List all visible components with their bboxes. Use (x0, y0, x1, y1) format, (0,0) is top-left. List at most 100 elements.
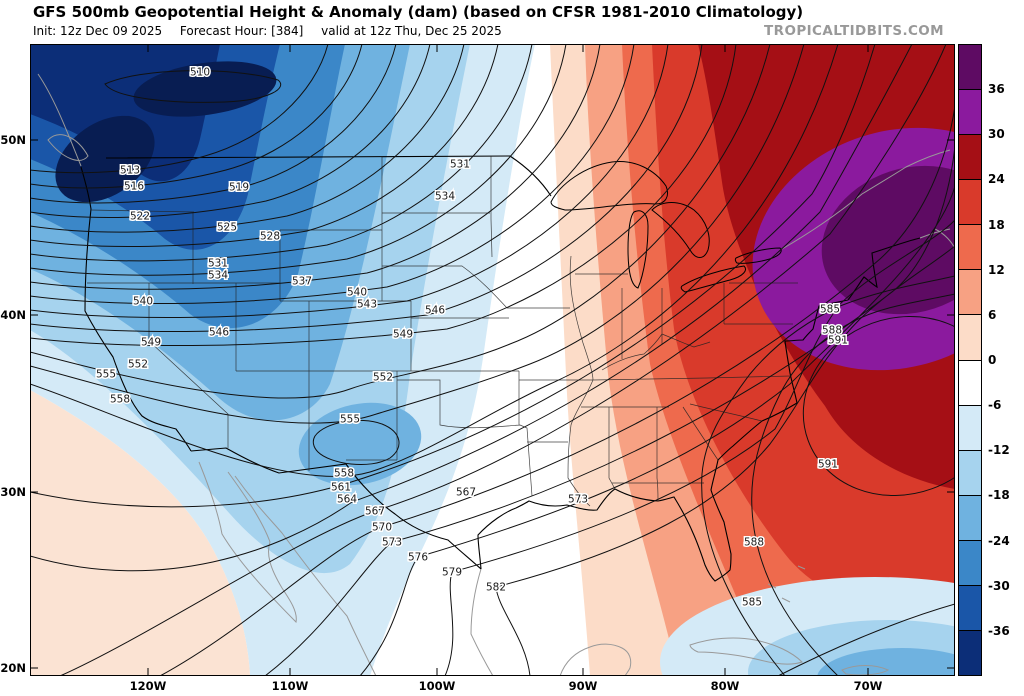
contour-label: 540 (347, 287, 367, 299)
gulf-east-coast (477, 237, 921, 582)
mexico-west-coast (234, 475, 377, 676)
contour-label: 555 (96, 369, 116, 381)
lake-huron (651, 202, 710, 258)
colorbar-segment (959, 539, 981, 585)
contour-label: 537 (292, 276, 312, 288)
colorbar-tick-label: -24 (988, 533, 1010, 548)
contours-southeast (30, 44, 955, 676)
great-lakes (550, 161, 782, 293)
colorbar-segment (959, 449, 981, 495)
contour-label: 522 (130, 211, 150, 223)
colorbar-tick-label: -30 (988, 578, 1010, 593)
colorbar-tick-label: -6 (988, 398, 1002, 413)
axis-ticks (30, 44, 955, 676)
west-coast (80, 166, 192, 452)
contour-label: 558 (110, 394, 130, 406)
contour-label: 588 (822, 325, 842, 337)
colorbar-tick-label: 0 (988, 353, 997, 367)
lake-erie (680, 265, 746, 293)
colorbar-segment (959, 584, 981, 631)
contour-label: 561 (331, 482, 351, 494)
colorbar-tick-label: 36 (988, 82, 1005, 97)
mexico-east-coast (470, 568, 494, 676)
lat-tick-label: 50N (0, 133, 26, 147)
contour-label: 516 (124, 181, 144, 193)
lake-michigan (627, 210, 649, 289)
lon-tick-label: 120W (129, 679, 167, 693)
map-area: 510 513 516 519 522 525 528 531 531 534 534 537 540 5… (30, 44, 955, 676)
colorbar-tick-label: 6 (988, 307, 997, 322)
colorbar-tick-label: 18 (988, 217, 1005, 232)
run-info: Init: 12z Dec 09 2025 Forecast Hour: [38… (33, 24, 516, 38)
yucatan (559, 643, 632, 676)
contour-label: 546 (425, 305, 445, 317)
contour-label: 567 (365, 506, 385, 518)
colorbar-tick-label: -36 (988, 623, 1010, 638)
contour-label: 591 (828, 335, 848, 347)
colorbar-segment (959, 179, 981, 225)
contour-label: 546 (209, 327, 229, 339)
state-borders (87, 156, 798, 507)
lon-tick-label: 90W (568, 679, 598, 693)
lat-tick-label: 20N (0, 661, 26, 675)
contour-label: 525 (217, 222, 237, 234)
contour-label: 549 (393, 329, 413, 341)
colorbar-tick-label: 30 (988, 127, 1005, 142)
contour-label: 549 (141, 337, 161, 349)
contour-label: 582 (486, 582, 506, 594)
contour-label: 570 (372, 522, 392, 534)
contour-label: 576 (408, 552, 428, 564)
colorbar-segment (959, 134, 981, 180)
contour-label: 528 (260, 231, 280, 243)
chart-title: GFS 500mb Geopotential Height & Anomaly … (33, 3, 804, 21)
watermark: TROPICALTIDBITS.COM (764, 23, 944, 39)
lake-superior (550, 161, 669, 211)
foreign-coastlines (37, 73, 955, 676)
colorbar-segment (959, 630, 981, 676)
contour-label: 510 (190, 67, 210, 79)
colorbar-segment (959, 89, 981, 135)
contour-label: 573 (382, 537, 402, 549)
contour-label: 519 (229, 182, 249, 194)
contour-label: 558 (334, 468, 354, 480)
valid-time: valid at 12z Thu, Dec 25 2025 (321, 24, 502, 38)
anomaly-shading (30, 44, 955, 676)
lat-tick-label: 30N (0, 485, 26, 499)
colorbar-tick-label: -18 (988, 488, 1010, 503)
contour-label: 564 (337, 494, 357, 506)
us-mexico-border (190, 447, 482, 570)
contour-label: 531 (208, 258, 228, 270)
contour-label: 585 (820, 304, 840, 316)
contours-ridge (701, 275, 955, 676)
colorbar-segment (959, 404, 981, 450)
contour-label: 513 (120, 165, 140, 177)
hispaniola (841, 665, 890, 676)
colorbar-tick-label: 24 (988, 172, 1005, 187)
contour-label: 591 (818, 459, 838, 471)
canada-coast (37, 73, 82, 167)
contour-label: 552 (128, 359, 148, 371)
contour-label: 534 (435, 191, 455, 203)
lon-tick-label: 80W (710, 679, 740, 693)
colorbar-segment (959, 224, 981, 270)
lat-tick-label: 40N (0, 308, 26, 322)
contour-label: 588 (744, 537, 764, 549)
forecast-hour: Forecast Hour: [384] (179, 24, 304, 38)
colorbar-tick-label: -12 (988, 443, 1010, 458)
lake-ontario (734, 247, 782, 264)
colorbar-segment (959, 269, 981, 315)
contour-591-loop (802, 316, 955, 496)
contour-label: 543 (357, 299, 377, 311)
baja-california (198, 461, 297, 624)
contours-northwest (30, 44, 703, 333)
lon-tick-label: 70W (853, 679, 883, 693)
colorbar-segment (959, 314, 981, 360)
height-contours (30, 44, 955, 676)
contour-label: 531 (450, 159, 470, 171)
cuba (689, 637, 803, 665)
lon-tick-label: 100W (418, 679, 456, 693)
colorbar-segment (959, 359, 981, 405)
